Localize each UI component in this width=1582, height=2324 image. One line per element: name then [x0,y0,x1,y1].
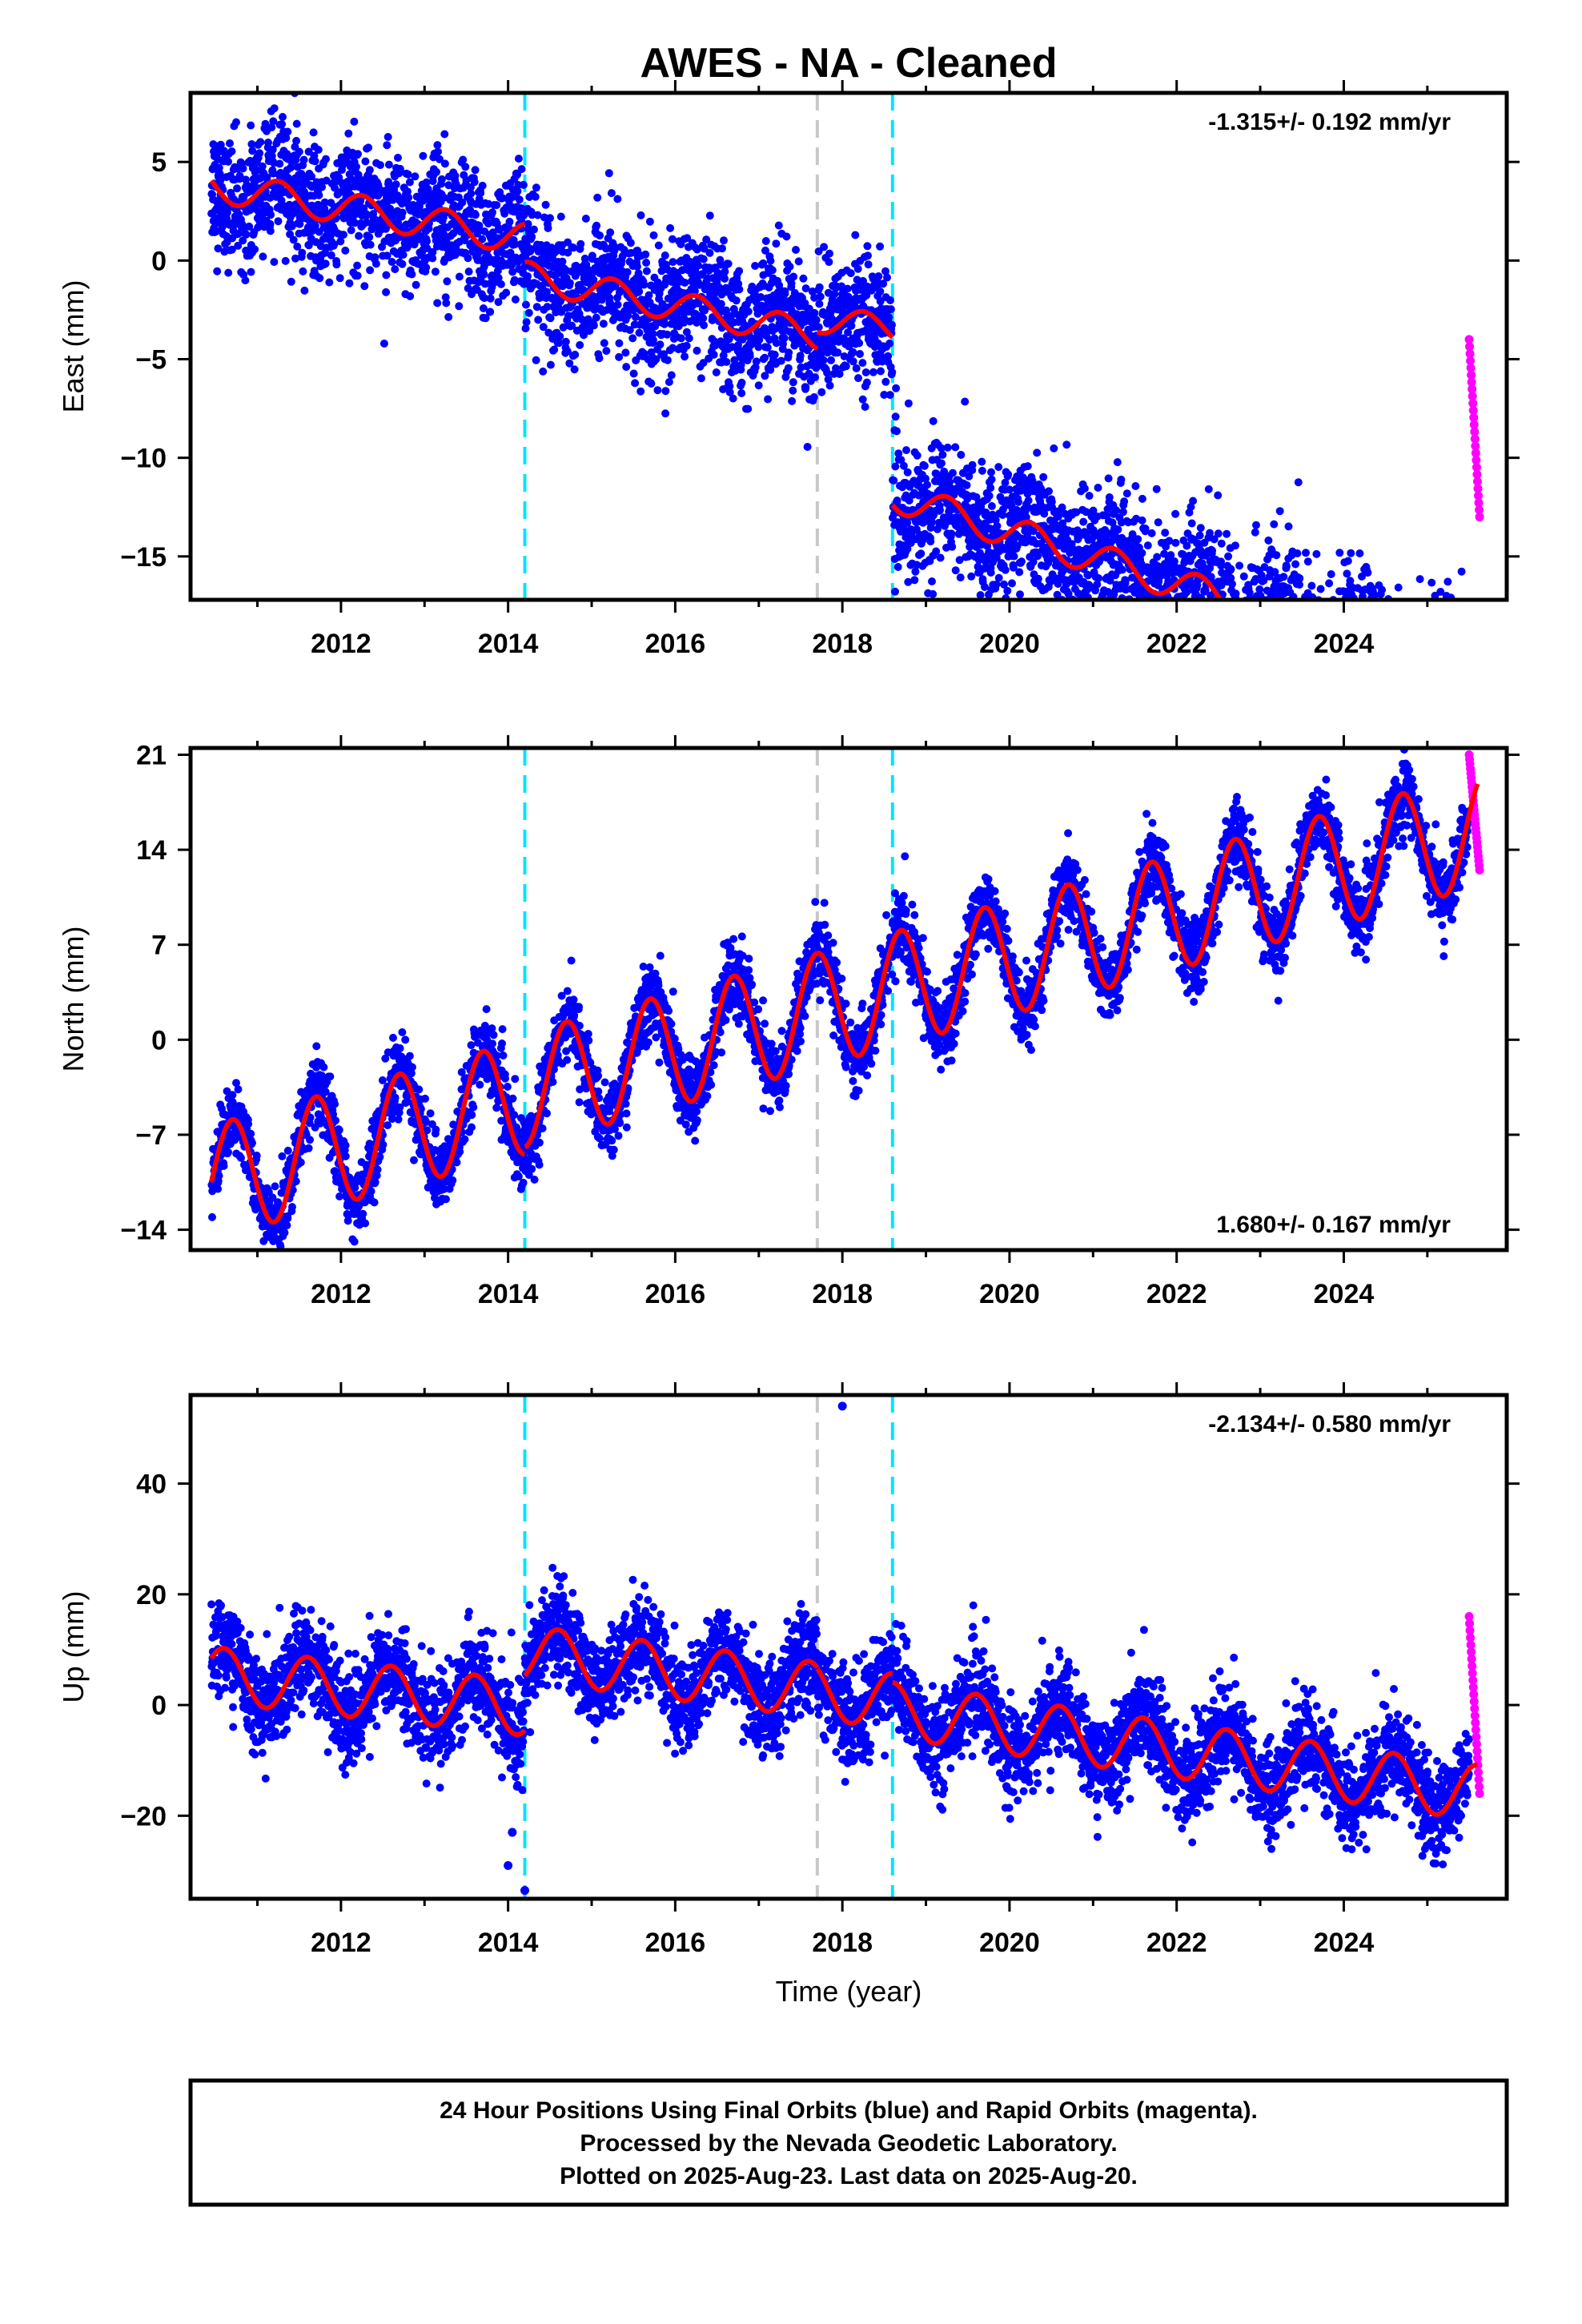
x-tick-label: 2024 [1314,1279,1375,1309]
final-orbits-points [207,1401,1473,1895]
x-tick-label: 2018 [812,1279,873,1309]
outlier-point-0 [838,1401,847,1410]
x-tick-label: 2016 [645,1928,706,1958]
y-tick-label: −7 [135,1120,167,1151]
x-tick-label: 2012 [311,629,371,659]
y-tick-label: 0 [151,1025,167,1055]
x-tick-label: 2014 [478,1928,539,1958]
north-panel: 2012 2014 2016 2018 2020 2022 2024 21 14 7 0 −7 −14 N… [57,735,1520,1309]
outlier-point-3 [508,1828,516,1837]
x-tick-label: 2016 [645,629,706,659]
velocity-rate-label: -2.134+/- 0.580 mm/yr [1208,1411,1451,1437]
y-tick-label: 14 [136,835,167,866]
rapid-orbit-point [1476,513,1484,521]
x-tick-label: 2020 [979,1279,1040,1309]
chart-title: AWES - NA - Cleaned [640,40,1057,86]
y-tick-label: 0 [151,1691,167,1721]
x-tick-label: 2014 [478,629,539,659]
y-axis-label: Up (mm) [57,1591,90,1703]
y-tick-label: −20 [120,1801,167,1831]
x-tick-label: 2022 [1146,629,1207,659]
x-tick-label: 2012 [311,1279,371,1309]
y-axis-label: East (mm) [57,280,90,413]
velocity-rate-label: 1.680+/- 0.167 mm/yr [1216,1212,1451,1238]
rapid-orbit-point [1476,1789,1484,1798]
east-panel: 2012 2014 2016 2018 2020 2022 2024 5 0 −5 −10 −15 Ea… [57,80,1520,749]
footer-line-1: 24 Hour Positions Using Final Orbits (bl… [440,2097,1258,2124]
x-tick-label: 2012 [311,1928,371,1958]
x-tick-label: 2024 [1314,629,1375,659]
rapid-orbit-point [1476,866,1484,875]
y-tick-label: −15 [120,542,167,573]
x-tick-label: 2016 [645,1279,706,1309]
y-tick-label: 21 [136,740,167,770]
footer-line-2: Processed by the Nevada Geodetic Laborat… [580,2130,1117,2157]
footer-box: 24 Hour Positions Using Final Orbits (bl… [191,2081,1507,2205]
x-tick-label: 2018 [812,629,873,659]
y-tick-label: 20 [136,1580,167,1610]
x-tick-label: 2022 [1146,1279,1207,1309]
x-axis-label: Time (year) [776,1975,922,2008]
footer-line-3: Plotted on 2025-Aug-23. Last data on 202… [560,2163,1138,2189]
y-tick-label: 0 [151,246,167,276]
x-tick-label: 2014 [478,1279,539,1309]
velocity-rate-label: -1.315+/- 0.192 mm/yr [1208,109,1451,135]
y-tick-label: 40 [136,1470,167,1500]
rapid-orbits-points [1465,335,1484,521]
x-tick-label: 2022 [1146,1928,1207,1958]
x-tick-label: 2020 [979,629,1040,659]
outlier-point-1 [520,1886,529,1895]
y-tick-label: 7 [151,931,167,961]
y-tick-label: −10 [120,444,167,474]
outlier-point-2 [504,1861,512,1870]
x-tick-label: 2020 [979,1928,1040,1958]
y-tick-label: 5 [151,147,167,178]
up-panel: 2012 2014 2016 2018 2020 2022 2024 40 20 0 −20 Up (… [57,1382,1520,2008]
x-tick-label: 2024 [1314,1928,1375,1958]
y-tick-label: −5 [135,345,167,376]
x-tick-label: 2018 [812,1928,873,1958]
y-axis-label: North (mm) [57,927,90,1072]
y-tick-label: −14 [120,1216,167,1246]
